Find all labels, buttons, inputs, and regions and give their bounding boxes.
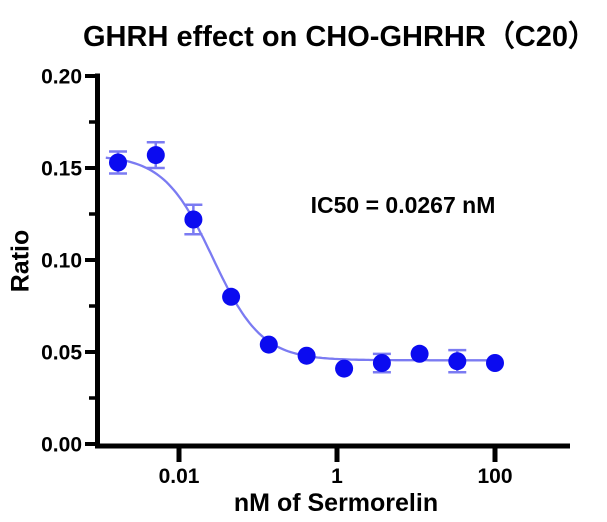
data-point	[410, 344, 429, 363]
fit-curve	[105, 156, 495, 362]
data-point	[335, 359, 354, 378]
x-axis-label: nM of Sermorelin	[233, 489, 439, 517]
data-point	[222, 287, 241, 306]
x-tick-label: 0.01	[159, 465, 200, 488]
y-tick-label: 0.00	[41, 434, 82, 457]
y-tick-label: 0.15	[41, 158, 82, 181]
y-tick-label: 0.10	[41, 250, 82, 273]
y-tick-label: 0.20	[41, 66, 82, 89]
data-point	[184, 210, 203, 229]
x-tick-label: 100	[477, 465, 512, 488]
ic50-annotation: IC50 = 0.0267 nM	[310, 192, 496, 218]
data-point	[146, 146, 165, 165]
x-tick-label: 1	[331, 465, 343, 488]
data-point	[109, 153, 127, 172]
data-point	[486, 354, 504, 372]
data-point	[448, 352, 467, 371]
data-point	[259, 335, 278, 354]
y-tick-label: 0.05	[41, 342, 82, 365]
data-point	[297, 346, 316, 365]
chart-title: GHRH effect on CHO-GHRHR（C20）	[83, 21, 597, 53]
data-point	[372, 354, 391, 372]
